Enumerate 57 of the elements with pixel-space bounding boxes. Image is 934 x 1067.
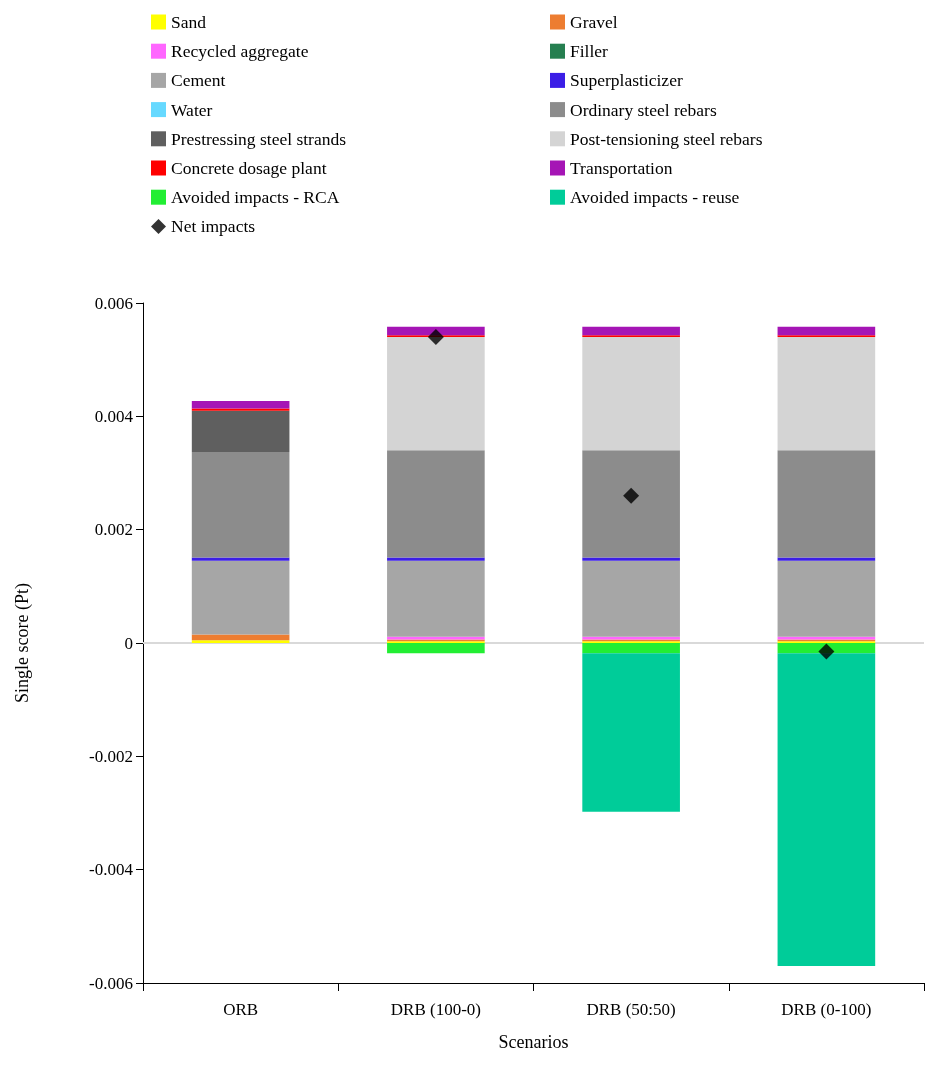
- legend-label: Avoided impacts - reuse: [570, 187, 740, 208]
- bar: [777, 557, 876, 561]
- bar: [582, 326, 680, 336]
- bar: [582, 560, 680, 637]
- bar: [387, 560, 485, 637]
- legend-label: Net impacts: [171, 216, 256, 237]
- bar: [777, 337, 876, 451]
- bar: [191, 560, 290, 635]
- bar: [191, 401, 290, 409]
- bar: [777, 653, 876, 966]
- y-tick-label: -0.002: [89, 746, 133, 766]
- bar: [387, 643, 485, 654]
- x-tick-label: DRB (50:50): [586, 1000, 676, 1019]
- bar: [582, 450, 680, 558]
- point: [427, 329, 444, 345]
- x-tick-label: DRB (0-100): [781, 1000, 872, 1019]
- legend-label: Cement: [171, 70, 226, 91]
- legend-label: Ordinary steel rebars: [570, 99, 717, 120]
- point: [623, 487, 640, 504]
- legend-label: Avoided impacts - RCA: [171, 187, 340, 208]
- bar: [582, 337, 680, 451]
- legend-label: Water: [171, 99, 213, 120]
- bar: [582, 653, 680, 812]
- bar: [777, 450, 876, 558]
- legend-label: Prestressing steel strands: [171, 128, 347, 149]
- y-tick-label: -0.004: [89, 860, 134, 880]
- y-tick-label: 0.006: [94, 293, 133, 313]
- legend-label: Sand: [171, 12, 207, 32]
- bar: [191, 408, 290, 411]
- x-axis-title: Scenarios: [498, 1032, 569, 1052]
- legend-label: Post-tensioning steel rebars: [570, 128, 763, 149]
- bar: [191, 640, 290, 643]
- legend-label: Filler: [570, 41, 609, 62]
- y-tick-label: 0: [124, 633, 133, 653]
- bar: [777, 326, 876, 336]
- bar: [191, 452, 290, 558]
- bar: [777, 560, 876, 637]
- bar: [582, 643, 680, 654]
- x-tick-label: ORB: [223, 1000, 259, 1019]
- y-tick-label: 0.002: [94, 520, 133, 540]
- bar: [387, 326, 485, 336]
- bar: [387, 450, 485, 558]
- legend-label: Gravel: [570, 12, 618, 32]
- x-tick-label: DRB (100-0): [390, 1000, 481, 1019]
- legend-label: Superplasticizer: [570, 70, 683, 91]
- bar: [582, 557, 680, 561]
- legend-label: Transportation: [570, 158, 673, 178]
- y-axis-title: Single score (Pt): [12, 583, 33, 703]
- bar: [191, 410, 290, 453]
- y-tick-label: 0.004: [94, 406, 134, 426]
- y-tick-label: -0.006: [89, 973, 133, 993]
- bar: [191, 557, 290, 561]
- bar: [387, 337, 485, 451]
- bar: [387, 557, 485, 561]
- legend-label: Recycled aggregate: [171, 41, 309, 62]
- point: [818, 643, 835, 660]
- legend-label: Concrete dosage plant: [171, 158, 327, 178]
